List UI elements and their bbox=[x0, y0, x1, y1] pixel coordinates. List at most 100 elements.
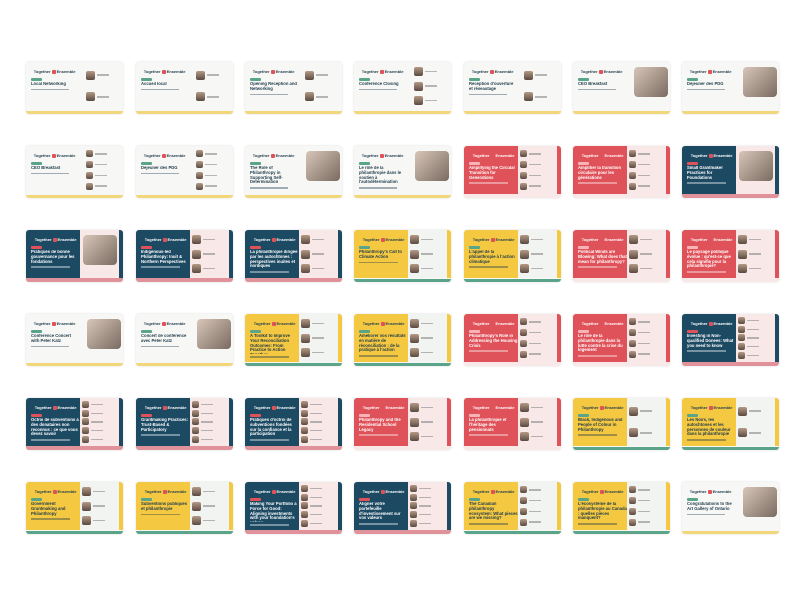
session-card[interactable]: Together Ensemble Black, Indigenous and Pe… bbox=[573, 398, 670, 450]
session-tag bbox=[469, 330, 480, 333]
speaker-photo bbox=[301, 427, 309, 435]
speaker-photo bbox=[520, 182, 528, 190]
card-bottom-bar bbox=[136, 111, 233, 114]
session-card[interactable]: Together Ensemble Accueil local bbox=[136, 62, 233, 114]
speaker-name bbox=[421, 267, 434, 270]
speaker-name bbox=[747, 319, 760, 322]
speaker bbox=[520, 518, 555, 526]
session-card[interactable]: Together Ensemble Congratulations to the A… bbox=[682, 482, 779, 534]
session-card[interactable]: Together Ensemble A Toolkit to Improve You… bbox=[245, 314, 342, 366]
speaker-panel bbox=[84, 62, 123, 110]
speaker-name bbox=[529, 342, 542, 345]
speaker-name bbox=[529, 331, 542, 334]
session-card[interactable]: Together Ensemble La philanthropie dirigée… bbox=[245, 230, 342, 282]
logo-left: Together bbox=[144, 237, 162, 242]
speaker bbox=[305, 92, 340, 102]
speaker bbox=[629, 507, 664, 515]
speaker bbox=[520, 497, 555, 505]
gallery-photo bbox=[742, 486, 777, 517]
card-edge bbox=[666, 146, 670, 194]
session-card[interactable]: Together Ensemble Le paysage politique évo… bbox=[682, 230, 779, 282]
speaker bbox=[410, 249, 445, 259]
session-card[interactable]: Together Ensemble Opening Reception and Ne… bbox=[245, 62, 342, 114]
session-card[interactable]: Together Ensemble Government Grantmaking a… bbox=[26, 482, 123, 534]
speaker-name bbox=[203, 253, 216, 255]
session-card[interactable]: Together Ensemble Grantmaking Practices: T… bbox=[136, 398, 233, 450]
speaker-name bbox=[419, 496, 432, 499]
session-title: Small Grantmaker Practices for Foundatio… bbox=[687, 166, 723, 180]
session-card[interactable]: Together Ensemble CEO Breakfast bbox=[573, 62, 670, 114]
speaker-photo bbox=[520, 150, 528, 158]
session-card[interactable]: Together Ensemble L'appel de la philanthro… bbox=[464, 230, 561, 282]
speaker-name bbox=[638, 163, 651, 166]
session-tag bbox=[469, 246, 480, 249]
speaker bbox=[192, 249, 227, 259]
session-meta bbox=[250, 271, 290, 273]
session-card[interactable]: Together Ensemble Réception d'ouverture et… bbox=[464, 62, 561, 114]
session-card[interactable]: Together Ensemble Investing in Non-qualifi… bbox=[682, 314, 779, 366]
session-card[interactable]: Together Ensemble Le rôle de la philanthro… bbox=[354, 146, 451, 198]
together-ensemble-logo: Together Ensemble bbox=[578, 69, 625, 74]
session-card[interactable]: Together Ensemble The Canadian philanthrop… bbox=[464, 482, 561, 534]
session-card[interactable]: Together Ensemble Making Your Portfolio a … bbox=[245, 482, 342, 534]
session-card[interactable]: Together Ensemble The Role of Philanthropy… bbox=[245, 146, 342, 198]
together-ensemble-logo: Together Ensemble bbox=[359, 237, 408, 242]
speaker bbox=[410, 502, 445, 510]
logo-right: Ensemble bbox=[713, 153, 733, 158]
session-title: Local Networking bbox=[31, 82, 66, 86]
speaker-panel bbox=[518, 230, 557, 278]
session-card[interactable]: Together Ensemble La philanthropie et l'hé… bbox=[464, 398, 561, 450]
speaker-photo bbox=[196, 92, 206, 102]
card-bottom-bar bbox=[573, 362, 670, 366]
session-card[interactable]: Together Ensemble Le rôle de la philanthro… bbox=[573, 314, 670, 366]
session-card[interactable]: Together Ensemble Aligner votre portefeuil… bbox=[354, 482, 451, 534]
speaker-name bbox=[310, 429, 323, 432]
session-card[interactable]: Together Ensemble Local Networking bbox=[26, 62, 123, 114]
session-card[interactable]: Together Ensemble Concert de conférence av… bbox=[136, 314, 233, 366]
session-card[interactable]: Together Ensemble Indigenous-led Philanthr… bbox=[136, 230, 233, 282]
session-tag bbox=[250, 78, 261, 81]
session-card[interactable]: Together Ensemble Octroi de subventions à … bbox=[26, 398, 123, 450]
session-card[interactable]: Together Ensemble Conference Closing bbox=[354, 62, 451, 114]
speaker bbox=[524, 92, 559, 102]
session-card[interactable]: Together Ensemble Pratiques de bonne gouve… bbox=[26, 230, 123, 282]
speaker bbox=[520, 171, 555, 179]
session-card[interactable]: Together Ensemble L'écosystème de la phila… bbox=[573, 482, 670, 534]
speaker bbox=[629, 318, 664, 326]
session-card[interactable]: Together Ensemble Philanthropy and the Res… bbox=[354, 398, 451, 450]
session-card[interactable]: Together Ensemble Political Winds are Blow… bbox=[573, 230, 670, 282]
session-card[interactable]: Together Ensemble Conference Concert with … bbox=[26, 314, 123, 366]
logo-right: Ensemble bbox=[604, 321, 624, 326]
session-card[interactable]: Together Ensemble Subventions publiques et… bbox=[136, 482, 233, 534]
session-meta bbox=[31, 172, 69, 175]
session-card[interactable]: Together Ensemble Améliorer vos résultats … bbox=[354, 314, 451, 366]
session-card[interactable]: Together Ensemble CEO Breakfast bbox=[26, 146, 123, 198]
session-card[interactable]: Together Ensemble Déjeuner des PDG bbox=[682, 62, 779, 114]
session-title: L'appel de la philanthropie à l'action c… bbox=[469, 250, 515, 264]
session-card[interactable]: Together Ensemble Amplifier la transition … bbox=[573, 146, 670, 198]
speaker-name bbox=[419, 513, 432, 516]
session-card[interactable]: Together Ensemble Philanthropy's Call to C… bbox=[354, 230, 451, 282]
portrait bbox=[414, 150, 449, 181]
session-card[interactable]: Together Ensemble Philanthropy's Role in A… bbox=[464, 314, 561, 366]
speaker bbox=[192, 515, 227, 525]
session-card[interactable]: Together Ensemble Amplifying the Circular … bbox=[464, 146, 561, 198]
speaker-name bbox=[205, 185, 218, 187]
card-bottom-bar bbox=[354, 111, 451, 114]
session-card[interactable]: Together Ensemble Pratiques d'octroi de su… bbox=[245, 398, 342, 450]
speaker-photo bbox=[738, 249, 748, 259]
speaker-name bbox=[529, 489, 542, 491]
card-content: Together Ensemble Les Noirs, les autochton… bbox=[682, 398, 741, 446]
session-card[interactable]: Together Ensemble Small Grantmaker Practic… bbox=[682, 146, 779, 198]
portrait bbox=[196, 318, 231, 349]
speaker-panel bbox=[627, 230, 666, 278]
card-edge bbox=[338, 398, 342, 446]
session-card[interactable]: Together Ensemble Déjeuner des PDG bbox=[136, 146, 233, 198]
speaker-name bbox=[638, 489, 651, 491]
session-meta bbox=[31, 439, 71, 441]
session-card[interactable]: Together Ensemble Les Noirs, les autochton… bbox=[682, 398, 779, 450]
speaker-photo bbox=[82, 427, 90, 435]
speaker-panel bbox=[84, 314, 123, 362]
session-tag bbox=[141, 162, 152, 165]
card-content: Together Ensemble L'écosystème de la phila… bbox=[573, 482, 632, 530]
